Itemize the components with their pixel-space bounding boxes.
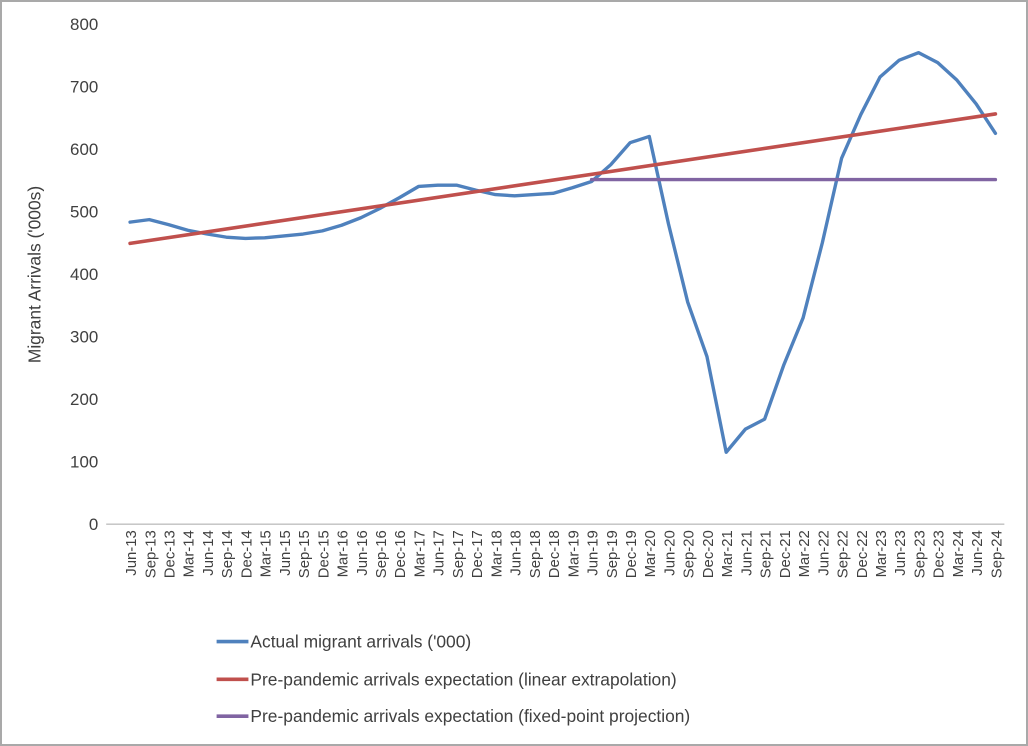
x-axis-tick-label: Sep-21	[759, 530, 775, 578]
x-axis-tick-label: Jun-18	[509, 530, 525, 576]
x-axis-tick-label: Dec-19	[624, 530, 640, 578]
y-axis-tick-label: 500	[70, 202, 98, 221]
x-axis-tick-label: Mar-22	[797, 530, 813, 577]
y-axis-tick-label: 800	[70, 15, 98, 34]
y-axis-tick-label: 300	[70, 328, 98, 347]
x-axis-tick-label: Jun-17	[432, 530, 448, 576]
x-axis-tick-label: Sep-20	[682, 530, 698, 578]
x-axis-tick-label: Sep-19	[605, 530, 621, 578]
x-axis-tick-label: Jun-15	[278, 530, 294, 576]
x-axis-tick-label: Sep-16	[374, 530, 390, 578]
y-axis-tick-label: 700	[70, 77, 98, 96]
y-axis-tick-label: 100	[70, 453, 98, 472]
x-axis-tick-label: Dec-16	[393, 530, 409, 578]
y-axis-tick-label: 200	[70, 390, 98, 409]
x-axis-tick-label: Dec-17	[470, 530, 486, 578]
x-axis-tick-label: Dec-13	[162, 530, 178, 578]
y-axis-tick-label: 0	[89, 515, 98, 534]
x-axis-tick-label: Dec-20	[701, 530, 717, 578]
x-axis-tick-label: Jun-21	[739, 530, 755, 576]
legend-label-fixed-point-projection: Pre-pandemic arrivals expectation (fixed…	[250, 706, 690, 726]
x-axis-tick-label: Sep-22	[836, 530, 852, 578]
x-axis-tick-label: Jun-14	[201, 530, 217, 576]
x-axis-tick-label: Sep-23	[912, 530, 928, 578]
x-axis-tick-label: Mar-24	[951, 530, 967, 577]
y-axis-tick-label: 600	[70, 140, 98, 159]
linear-extrapolation-line	[128, 112, 998, 246]
x-axis-tick-label: Mar-21	[720, 530, 736, 577]
x-axis-tick-label: Mar-16	[336, 530, 352, 577]
x-axis-tick-label: Mar-15	[259, 530, 275, 577]
legend-label-actual: Actual migrant arrivals ('000)	[250, 632, 471, 652]
x-axis-tick-label: Jun-24	[970, 530, 986, 576]
x-axis-tick-label: Jun-16	[355, 530, 371, 576]
x-axis-tick-label: Sep-14	[220, 530, 236, 578]
x-axis-tick-label: Mar-14	[182, 530, 198, 577]
x-axis-tick-label: Dec-18	[547, 530, 563, 578]
x-axis-tick-label: Mar-18	[489, 530, 505, 577]
x-axis-tick-label: Sep-15	[297, 530, 313, 578]
x-axis-tick-label: Jun-13	[124, 530, 140, 576]
y-axis-title: Migrant Arrivals ('000s)	[25, 186, 45, 363]
x-axis-tick-label: Dec-21	[778, 530, 794, 578]
x-axis-tick-label: Mar-19	[566, 530, 582, 577]
x-axis-tick-label: Jun-20	[662, 530, 678, 576]
x-axis-tick-label: Mar-23	[874, 530, 890, 577]
x-axis-tick-label: Mar-17	[412, 530, 428, 577]
x-axis-tick-label: Dec-23	[932, 530, 948, 578]
actual-arrivals-line	[128, 50, 998, 454]
y-axis-tick-label: 400	[70, 265, 98, 284]
x-axis-tick-label: Jun-22	[816, 530, 832, 576]
x-axis-tick-label: Jun-19	[586, 530, 602, 576]
x-axis-tick-label: Dec-22	[855, 530, 871, 578]
x-axis-tick-label: Dec-15	[316, 530, 332, 578]
x-axis-tick-label: Mar-20	[643, 530, 659, 577]
x-axis-tick-label: Sep-18	[528, 530, 544, 578]
x-axis-tick-label: Sep-13	[143, 530, 159, 578]
x-axis-tick-label: Jun-23	[893, 530, 909, 576]
legend: Actual migrant arrivals ('000) Pre-pande…	[216, 632, 690, 726]
x-axis-tick-label: Sep-24	[989, 530, 1005, 578]
x-axis-tick-label: Dec-14	[239, 530, 255, 578]
x-axis-tick-label: Sep-17	[451, 530, 467, 578]
legend-label-linear-extrapolation: Pre-pandemic arrivals expectation (linea…	[250, 669, 676, 689]
